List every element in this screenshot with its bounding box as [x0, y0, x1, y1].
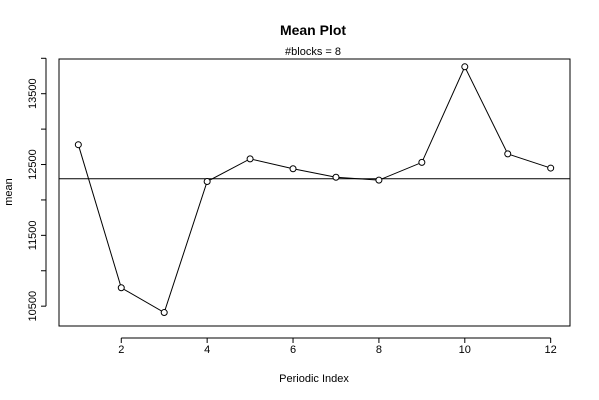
y-tick-label-11500: 11500 [27, 220, 39, 250]
data-point-7 [332, 173, 340, 181]
data-point-6 [289, 165, 297, 173]
plot-area-frame [58, 58, 571, 327]
chart-title: Mean Plot [280, 22, 346, 38]
x-tick-label-12: 12 [545, 344, 557, 356]
data-point-3 [160, 309, 168, 317]
chart-subtitle: #blocks = 8 [285, 46, 341, 58]
data-point-2 [117, 284, 125, 292]
y-tick-label-13500: 13500 [27, 78, 39, 109]
y-axis-label: mean [3, 178, 15, 206]
data-point-1 [74, 141, 82, 149]
x-tick-label-10: 10 [459, 344, 471, 356]
data-point-12 [547, 164, 555, 172]
x-tick-label-8: 8 [376, 344, 382, 356]
x-tick-label-6: 6 [290, 344, 296, 356]
y-tick-label-10500: 10500 [27, 291, 39, 322]
x-tick-label-4: 4 [204, 344, 210, 356]
y-tick-label-12500: 12500 [27, 149, 39, 180]
x-tick-label-2: 2 [118, 344, 124, 356]
series-line [77, 65, 551, 314]
x-axis-label: Periodic Index [279, 373, 349, 385]
data-marks [59, 63, 570, 317]
data-point-11 [504, 150, 512, 158]
data-point-4 [203, 178, 211, 186]
data-point-5 [246, 155, 254, 163]
axes: 2 4 6 8 10 12 10500 11500 12500 13500 [27, 57, 557, 356]
data-point-8 [375, 176, 383, 184]
data-point-10 [461, 63, 469, 71]
data-point-9 [418, 158, 426, 166]
